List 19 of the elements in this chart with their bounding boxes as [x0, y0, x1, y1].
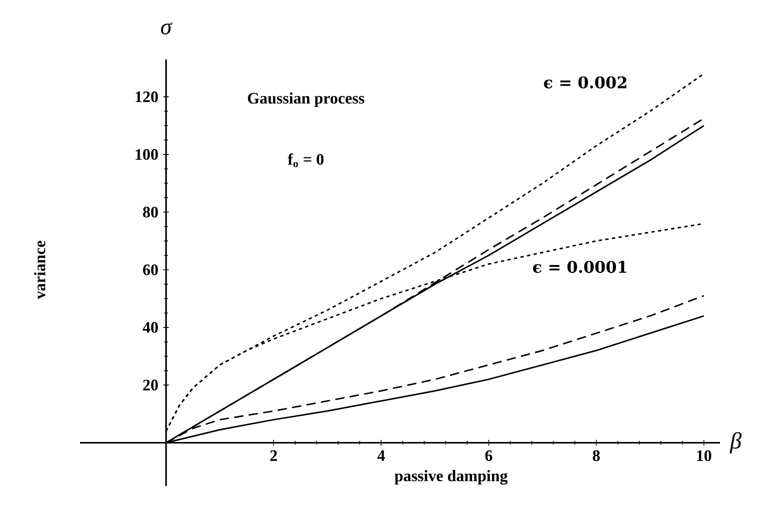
y-tick-label: 120 — [136, 91, 158, 102]
annotation: f$_{o}$ = 0 — [288, 153, 324, 168]
x-axis-title: passive damping — [394, 470, 508, 485]
annotation: ϵ = 0.0001 — [533, 260, 626, 273]
annotation: Gaussian process — [248, 92, 364, 107]
y-tick-label: 100 — [136, 149, 158, 160]
y-tick-label: 20 — [143, 380, 158, 390]
x-tick-label: 10 — [697, 450, 712, 462]
text: β — [730, 432, 742, 454]
x-tick-label: 8 — [592, 450, 600, 462]
x-tick-label: 2 — [270, 450, 277, 461]
x-tick-label: 6 — [485, 450, 492, 462]
y-tick-label: 40 — [142, 322, 158, 333]
y-tick-label: 80 — [143, 206, 158, 218]
x-tick-label: 4 — [377, 450, 385, 461]
text: σ — [161, 22, 172, 34]
annotation: ϵ = 0.002 — [544, 76, 626, 88]
y-axis-title: variance — [34, 240, 46, 300]
y-tick-label: 60 — [143, 264, 158, 276]
